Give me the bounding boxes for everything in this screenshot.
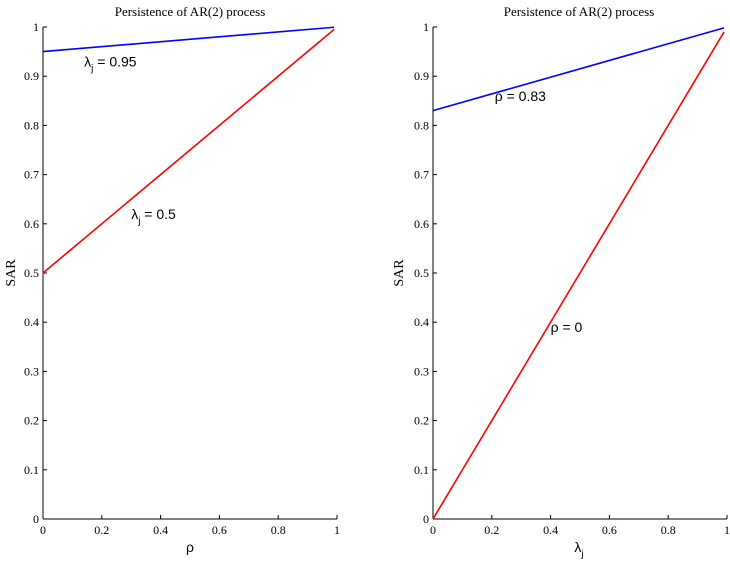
right-annotation-0: ρ = 0.83 — [495, 88, 546, 104]
right-annotations: ρ = 0.83 ρ = 0 — [495, 88, 583, 335]
left-series-line-red — [42, 28, 335, 274]
left-y-tick-label: 0.4 — [24, 315, 39, 329]
right-y-tick-label: 0.5 — [414, 266, 429, 280]
left-x-tick-label: 0.8 — [271, 523, 286, 537]
left-y-tick-label: 0.8 — [24, 118, 39, 132]
left-x-tick-label: 0.6 — [212, 523, 227, 537]
right-y-tick-label: 0.8 — [414, 118, 429, 132]
right-x-axis-label-symbol: λ — [574, 539, 581, 555]
left-x-tick-label: 1 — [334, 523, 340, 537]
right-y-tick-label: 0 — [423, 512, 429, 526]
left-series-line-blue — [42, 26, 335, 53]
left-y-tick-label: 0.6 — [24, 217, 39, 231]
right-x-tick-label: 0 — [430, 523, 436, 537]
right-y-tick-label: 0.4 — [414, 315, 429, 329]
left-annotation-1: λj = 0.5 — [131, 206, 176, 227]
left-x-tick-label: 0.4 — [153, 523, 168, 537]
right-series-line-blue — [432, 27, 725, 112]
left-annotation-0: λj = 0.95 — [84, 53, 137, 74]
left-chart-panel: Persistence of AR(2) process 0 0.2 0.4 0.6 0… — [4, 4, 340, 555]
right-chart-panel: Persistence of AR(2) process 0 0.2 0.4 0.6 0… — [392, 4, 730, 560]
left-y-tick-label: 0.3 — [24, 364, 39, 378]
left-series-lines — [42, 26, 335, 274]
right-y-tick-label: 0.3 — [414, 364, 429, 378]
left-y-tick-label: 0.2 — [24, 414, 39, 428]
left-annotations: λj = 0.95 λj = 0.5 — [84, 53, 176, 227]
right-x-tick-label: 0.4 — [543, 523, 558, 537]
right-x-tick-label: 0.6 — [602, 523, 617, 537]
right-series-line-red — [432, 31, 725, 520]
left-y-tick-label: 0.7 — [24, 168, 39, 182]
right-x-tick-label: 0.8 — [661, 523, 676, 537]
right-annotation-1: ρ = 0 — [551, 319, 583, 335]
right-x-axis-label: λj — [574, 539, 583, 560]
left-x-ticks: 0 0.2 0.4 0.6 0.8 1 — [40, 515, 340, 537]
right-y-ticks: 0 0.1 0.2 0.3 0.4 0.5 0.6 0.7 0.8 0.9 1 — [414, 20, 437, 526]
right-x-tick-label: 0.2 — [484, 523, 499, 537]
right-x-axis-label-subscript: j — [580, 549, 583, 560]
left-x-tick-label: 0.2 — [94, 523, 109, 537]
right-y-axis-label: SAR — [392, 259, 407, 287]
right-series-lines — [432, 27, 725, 520]
right-y-tick-label: 0.9 — [414, 69, 429, 83]
left-x-tick-label: 0 — [40, 523, 46, 537]
right-y-tick-label: 1 — [423, 20, 429, 34]
left-y-tick-label: 1 — [33, 20, 39, 34]
right-y-tick-label: 0.6 — [414, 217, 429, 231]
left-y-axis-label: SAR — [4, 259, 19, 287]
left-y-tick-label: 0.1 — [24, 463, 39, 477]
right-y-tick-label: 0.2 — [414, 414, 429, 428]
right-y-tick-label: 0.7 — [414, 168, 429, 182]
right-y-tick-label: 0.1 — [414, 463, 429, 477]
left-y-tick-label: 0.9 — [24, 69, 39, 83]
left-y-ticks: 0 0.1 0.2 0.3 0.4 0.5 0.6 0.7 0.8 0.9 1 — [24, 20, 47, 526]
left-y-tick-label: 0 — [33, 512, 39, 526]
left-chart-title: Persistence of AR(2) process — [115, 4, 266, 19]
right-chart-title: Persistence of AR(2) process — [504, 4, 655, 19]
right-x-tick-label: 1 — [724, 523, 730, 537]
left-y-tick-label: 0.5 — [24, 266, 39, 280]
left-x-axis-label: ρ — [186, 539, 194, 555]
left-plot-frame — [43, 27, 337, 519]
right-x-ticks: 0 0.2 0.4 0.6 0.8 1 — [430, 515, 730, 537]
